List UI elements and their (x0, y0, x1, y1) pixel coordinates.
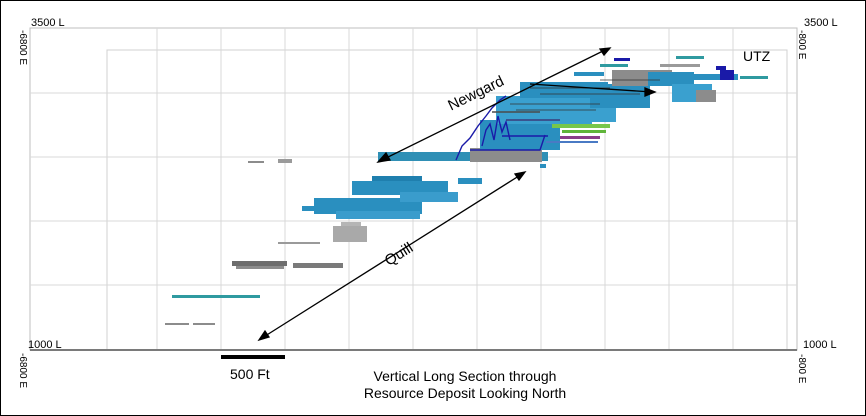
deposit-lens (562, 130, 606, 133)
deposit-lens (352, 181, 448, 195)
caption-line-2: Resource Deposit Looking North (363, 385, 567, 401)
deposit-lens (302, 206, 324, 211)
deposit-lens (165, 323, 189, 325)
scale-bar-label: 500 Ft (230, 366, 270, 382)
deposit-lens (540, 164, 546, 168)
newgard-inner-arrow (529, 83, 657, 97)
left-bottom-easting: -6800 E (17, 353, 28, 389)
scale-bar (221, 355, 285, 359)
top-right-elevation: 3500 L (804, 17, 838, 29)
quill-deposit-grey (165, 159, 367, 325)
deposit-lens (600, 64, 628, 67)
deposit-lens (378, 152, 548, 161)
deposit-lens (400, 192, 458, 202)
deposit-lens (193, 323, 215, 325)
deposit-lens (248, 161, 264, 163)
deposit-lens (660, 64, 700, 67)
deposit-lens (293, 263, 343, 268)
newgard-green-lenses (546, 124, 610, 143)
figure-caption: Vertical Long Section through Resource D… (300, 368, 630, 402)
deposit-lens (470, 148, 542, 162)
newgard-arrow (376, 47, 612, 163)
top-left-elevation: 3500 L (31, 17, 65, 29)
deposit-lens (172, 295, 260, 298)
deposit-lens (614, 58, 630, 61)
deposit-lens (278, 242, 320, 244)
drill-hole-trace (481, 115, 511, 147)
left-top-easting: -6800 E (17, 30, 28, 66)
deposit-lens (278, 159, 292, 163)
deposit-lens (341, 222, 361, 226)
quill-deposit-teal (172, 295, 260, 298)
deposit-lens (372, 176, 422, 181)
drill-traces (455, 95, 560, 161)
quill-arrow (257, 171, 527, 342)
newgard-deposit (378, 56, 768, 162)
right-bottom-easting: -800 E (796, 354, 807, 384)
deposit-lens (232, 261, 287, 266)
deposit-lens (716, 66, 726, 70)
quill-deposit-blue (302, 164, 546, 219)
deposit-lens (336, 211, 420, 219)
drill-hole-trace (470, 134, 546, 151)
deposit-lens (694, 74, 738, 80)
right-top-easting: -800 E (796, 30, 807, 60)
deposit-lens (648, 72, 694, 86)
bottom-right-elevation: 1000 L (803, 339, 837, 351)
deposit-lens (574, 72, 604, 76)
caption-line-1: Vertical Long Section through (373, 368, 557, 384)
utz-label: UTZ (743, 48, 771, 64)
deposit-lens (314, 198, 422, 214)
deposit-lens (676, 56, 704, 59)
deposit-lens (552, 124, 610, 128)
deposit-lens (560, 136, 600, 139)
deposit-lens (480, 120, 560, 150)
deposit-lens (740, 76, 768, 79)
deposit-lens (720, 70, 734, 80)
bottom-left-elevation: 1000 L (28, 339, 62, 351)
deposit-lens (333, 226, 367, 242)
deposit-lens (236, 266, 284, 269)
deposit-lens (546, 141, 598, 143)
deposit-lens (696, 90, 716, 102)
deposit-lens (458, 178, 482, 184)
drill-hole-trace (455, 95, 507, 161)
